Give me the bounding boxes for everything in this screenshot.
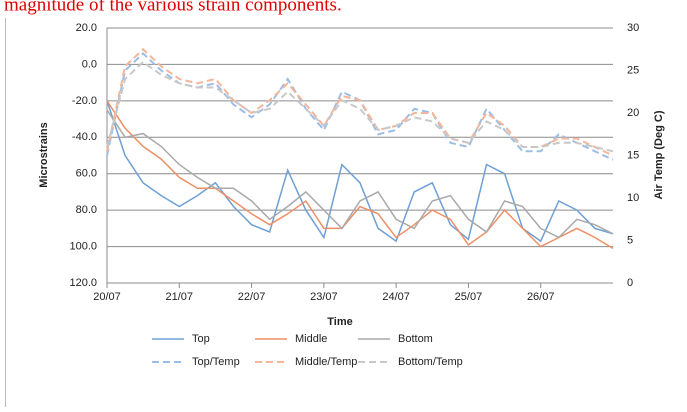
- x-tick-label: 24/07: [382, 291, 410, 303]
- legend-label: Top/Temp: [192, 356, 240, 368]
- y2-tick-label: 15: [627, 149, 639, 161]
- x-tick-label: 22/07: [238, 291, 266, 303]
- y-tick-label: 60.0: [76, 168, 97, 180]
- legend-label: Middle: [295, 333, 327, 345]
- y-axis-title: Microstrains: [38, 122, 50, 187]
- legend-label: Bottom: [398, 333, 433, 345]
- legend-label: Bottom/Temp: [398, 356, 463, 368]
- y-tick-label: 0.0: [82, 58, 97, 70]
- x-tick-label: 20/07: [93, 291, 121, 303]
- legend-label: Middle/Temp: [295, 356, 357, 368]
- x-tick-label: 25/07: [455, 291, 483, 303]
- series-line: [106, 60, 614, 153]
- y2-tick-label: 25: [627, 64, 639, 76]
- x-tick-label: 26/07: [527, 291, 555, 303]
- y2-tick-label: 10: [627, 192, 639, 204]
- x-tick-label: 23/07: [310, 291, 338, 303]
- y2-tick-label: 5: [627, 234, 633, 246]
- series-line: [106, 52, 614, 161]
- x-axis-title: Time: [327, 316, 352, 328]
- y2-tick-label: 30: [627, 22, 639, 34]
- y2-tick-label: 0: [627, 277, 633, 289]
- y-tick-label: 80.0: [76, 204, 97, 216]
- series-line: [106, 47, 614, 157]
- y-tick-label: 20.0: [76, 22, 97, 34]
- y-tick-label: -20.0: [72, 95, 97, 107]
- series-line: [106, 100, 614, 243]
- y-tick-label: -40.0: [72, 131, 97, 143]
- y2-tick-label: 20: [627, 107, 639, 119]
- heading: magnitude of the various strain componen…: [4, 0, 342, 15]
- legend-label: Top: [192, 333, 210, 345]
- y-tick-label: 120.0: [69, 277, 97, 289]
- series-line: [106, 109, 614, 239]
- x-tick-label: 21/07: [166, 291, 194, 303]
- series-line: [106, 100, 614, 250]
- y-tick-label: 100.0: [69, 240, 97, 252]
- y2-axis-title: Air Temp (Deg C): [653, 110, 665, 199]
